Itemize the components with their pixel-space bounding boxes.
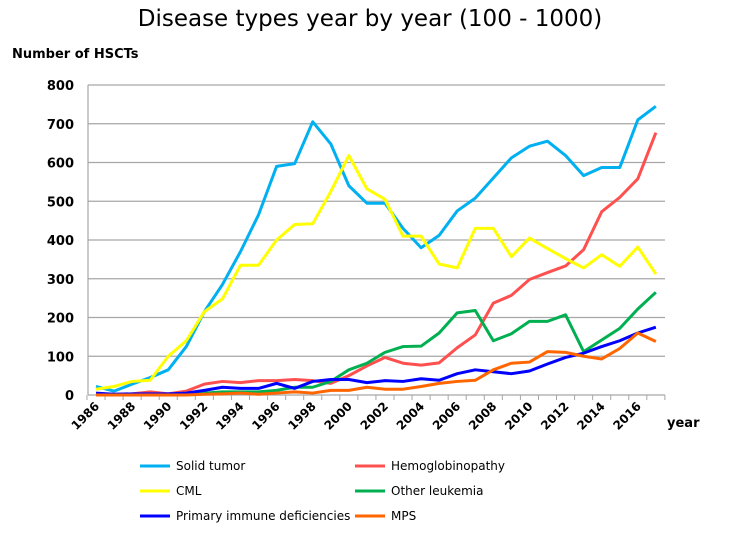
- legend-label: Solid tumor: [176, 459, 245, 473]
- x-tick-label: 2000: [321, 399, 355, 433]
- x-tick-label: 1992: [177, 399, 211, 433]
- legend-label: CML: [176, 484, 202, 498]
- y-tick-label: 300: [47, 273, 74, 288]
- x-tick-label: 1988: [105, 399, 139, 433]
- legend-label: Other leukemia: [391, 484, 484, 498]
- x-tick-label: 1990: [141, 399, 175, 433]
- x-tick-label: 2004: [394, 399, 428, 433]
- y-tick-label: 800: [47, 79, 74, 94]
- x-tick-label: 2014: [574, 399, 608, 433]
- y-tick-label: 600: [47, 157, 74, 172]
- x-tick-label: 2016: [610, 399, 644, 433]
- series-line-primary-immune-deficiencies: [95, 325, 657, 396]
- series-line-hemoglobinopathy: [95, 132, 658, 396]
- x-tick-label: 1994: [213, 399, 247, 433]
- x-tick-label: 2010: [502, 399, 536, 433]
- y-tick-label: 200: [47, 312, 74, 327]
- series-line-mps: [96, 331, 657, 397]
- series-line-cml: [95, 154, 658, 391]
- y-axis-label: Number of HSCTs: [12, 47, 139, 62]
- x-axis-label: year: [667, 416, 700, 431]
- y-tick-label: 500: [47, 195, 74, 210]
- y-tick-label: 100: [47, 350, 74, 365]
- x-tick-label: 2008: [466, 399, 500, 433]
- x-tick-label: 2012: [538, 399, 572, 433]
- y-tick-label: 700: [47, 118, 74, 133]
- x-tick-label: 2006: [430, 399, 464, 433]
- x-tick-label: 1986: [69, 399, 103, 433]
- chart-title: Disease types year by year (100 - 1000): [137, 6, 603, 32]
- legend-label: Primary immune deficiencies: [176, 509, 350, 523]
- legend-label: MPS: [391, 509, 416, 523]
- y-tick-label: 0: [65, 389, 74, 404]
- x-tick-label: 1998: [285, 399, 319, 433]
- x-tick-label: 1996: [249, 399, 283, 433]
- series-line-other-leukemia: [96, 291, 657, 397]
- x-tick-label: 2002: [358, 399, 392, 433]
- y-tick-label: 400: [47, 234, 74, 249]
- series-line-solid-tumor: [95, 105, 657, 393]
- legend-label: Hemoglobinopathy: [391, 459, 505, 473]
